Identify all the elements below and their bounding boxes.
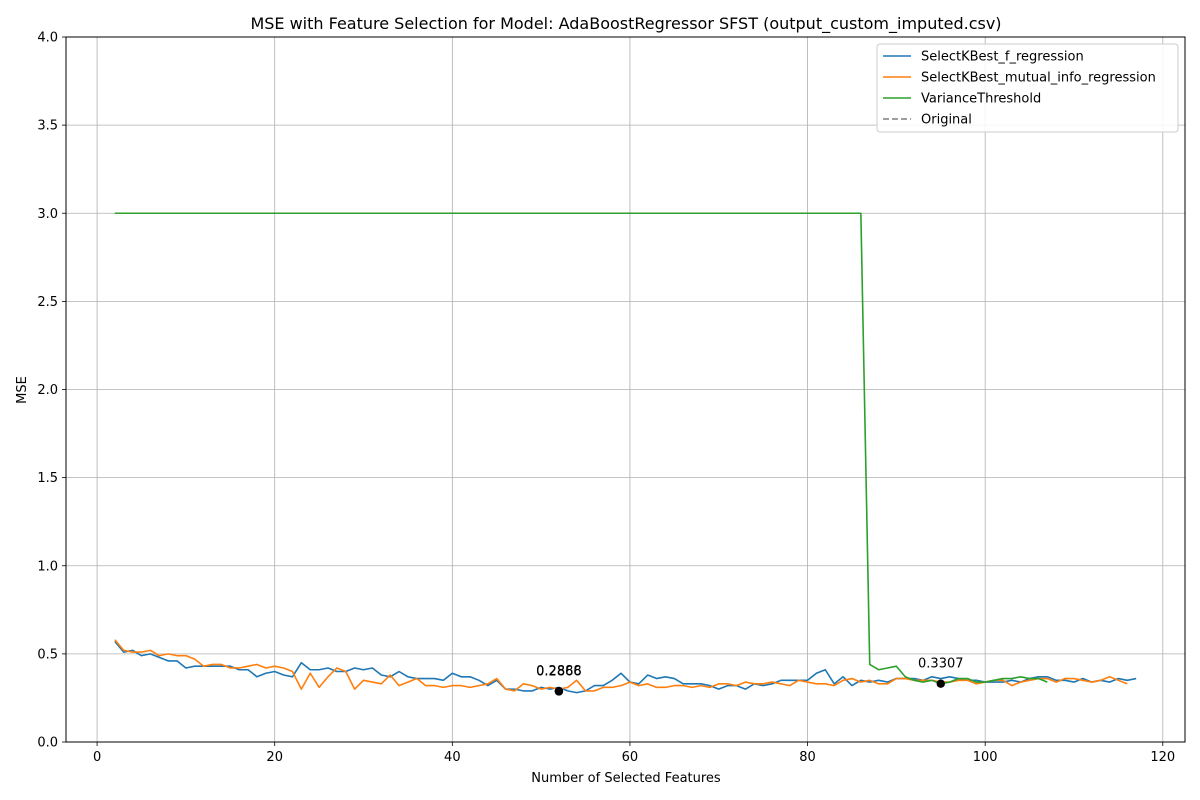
y-tick-label: 0.5 [37, 647, 58, 662]
annotation-label: 0.2888 [536, 664, 582, 679]
legend-entry: VarianceThreshold [921, 92, 1041, 107]
annotation-point [936, 679, 945, 688]
ticks: 0 20 40 60 80 100 120 0.0 0.5 1.0 1.5 2.0 2.5 3.0 3.5 4… [37, 31, 1175, 766]
y-tick-label: 3.0 [37, 207, 58, 222]
y-tick-label: 1.0 [37, 559, 58, 574]
plot-area [114, 212, 1137, 694]
y-axis-label: MSE [15, 376, 30, 404]
chart-title: MSE with Feature Selection for Model: Ad… [250, 14, 1001, 34]
legend-box [876, 43, 1179, 133]
x-tick-label: 80 [799, 750, 816, 765]
y-tick-label: 0.0 [37, 736, 58, 751]
y-tick-label: 2.5 [37, 295, 58, 310]
annotation-label: 0.3307 [918, 657, 964, 672]
legend-entry: SelectKBest_mutual_info_regression [921, 71, 1156, 86]
x-tick-label: 20 [266, 750, 283, 765]
x-axis-label: Number of Selected Features [531, 771, 721, 786]
legend-entry: SelectKBest_f_regression [921, 50, 1084, 65]
series-line-selectkbest-mutual-info-regression [114, 639, 1128, 692]
x-tick-label: 40 [444, 750, 461, 765]
legend-entry: Original [921, 113, 972, 128]
legend: SelectKBest_f_regression SelectKBest_mutu… [876, 43, 1179, 133]
series-line-variancethreshold [114, 212, 1048, 685]
y-tick-label: 3.5 [37, 119, 58, 134]
y-tick-label: 2.0 [37, 383, 58, 398]
annotation-label: 0.2866 [536, 664, 582, 679]
x-tick-label: 0 [93, 750, 101, 765]
y-tick-label: 4.0 [37, 31, 58, 46]
x-tick-label: 60 [622, 750, 639, 765]
annotation-point [554, 686, 564, 696]
x-tick-label: 100 [973, 750, 998, 765]
y-tick-label: 1.5 [37, 471, 58, 486]
x-tick-label: 120 [1150, 750, 1175, 765]
